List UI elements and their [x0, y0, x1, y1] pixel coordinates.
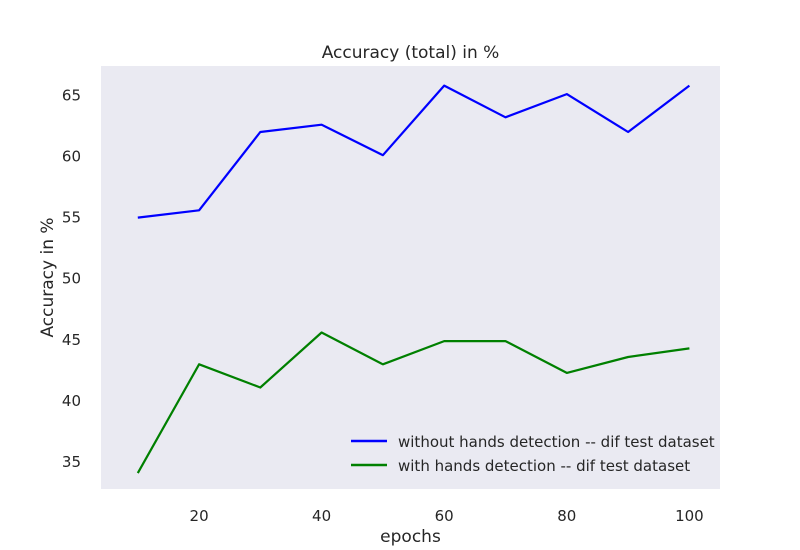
- y-tick-label: 40: [62, 392, 81, 410]
- y-tick-label: 35: [62, 453, 81, 471]
- y-axis-label: Accuracy in %: [38, 217, 58, 337]
- x-axis-label: epochs: [380, 527, 441, 547]
- chart-title: Accuracy (total) in %: [322, 43, 500, 63]
- plot-background: [101, 66, 720, 489]
- x-tick-label: 100: [675, 507, 704, 525]
- series-line-0: [137, 84, 691, 219]
- x-tick-label: 60: [435, 507, 454, 525]
- x-tick-label: 20: [190, 507, 209, 525]
- series-line-1: [136, 331, 690, 474]
- legend-label-with-hands: with hands detection -- dif test dataset: [398, 457, 690, 475]
- legend: without hands detection -- dif test data…: [351, 433, 715, 475]
- series-lines: [136, 84, 691, 474]
- y-tick-label: 45: [62, 331, 81, 349]
- x-tick-labels: 20 40 60 80 100: [190, 507, 704, 525]
- y-tick-labels: 35 40 45 50 55 60 65: [62, 86, 81, 471]
- y-tick-label: 55: [62, 209, 81, 227]
- legend-label-without-hands: without hands detection -- dif test data…: [398, 433, 715, 451]
- x-tick-label: 40: [312, 507, 331, 525]
- y-tick-label: 60: [62, 148, 81, 166]
- y-tick-label: 65: [62, 86, 81, 104]
- y-tick-label: 50: [62, 270, 81, 288]
- x-tick-label: 80: [557, 507, 576, 525]
